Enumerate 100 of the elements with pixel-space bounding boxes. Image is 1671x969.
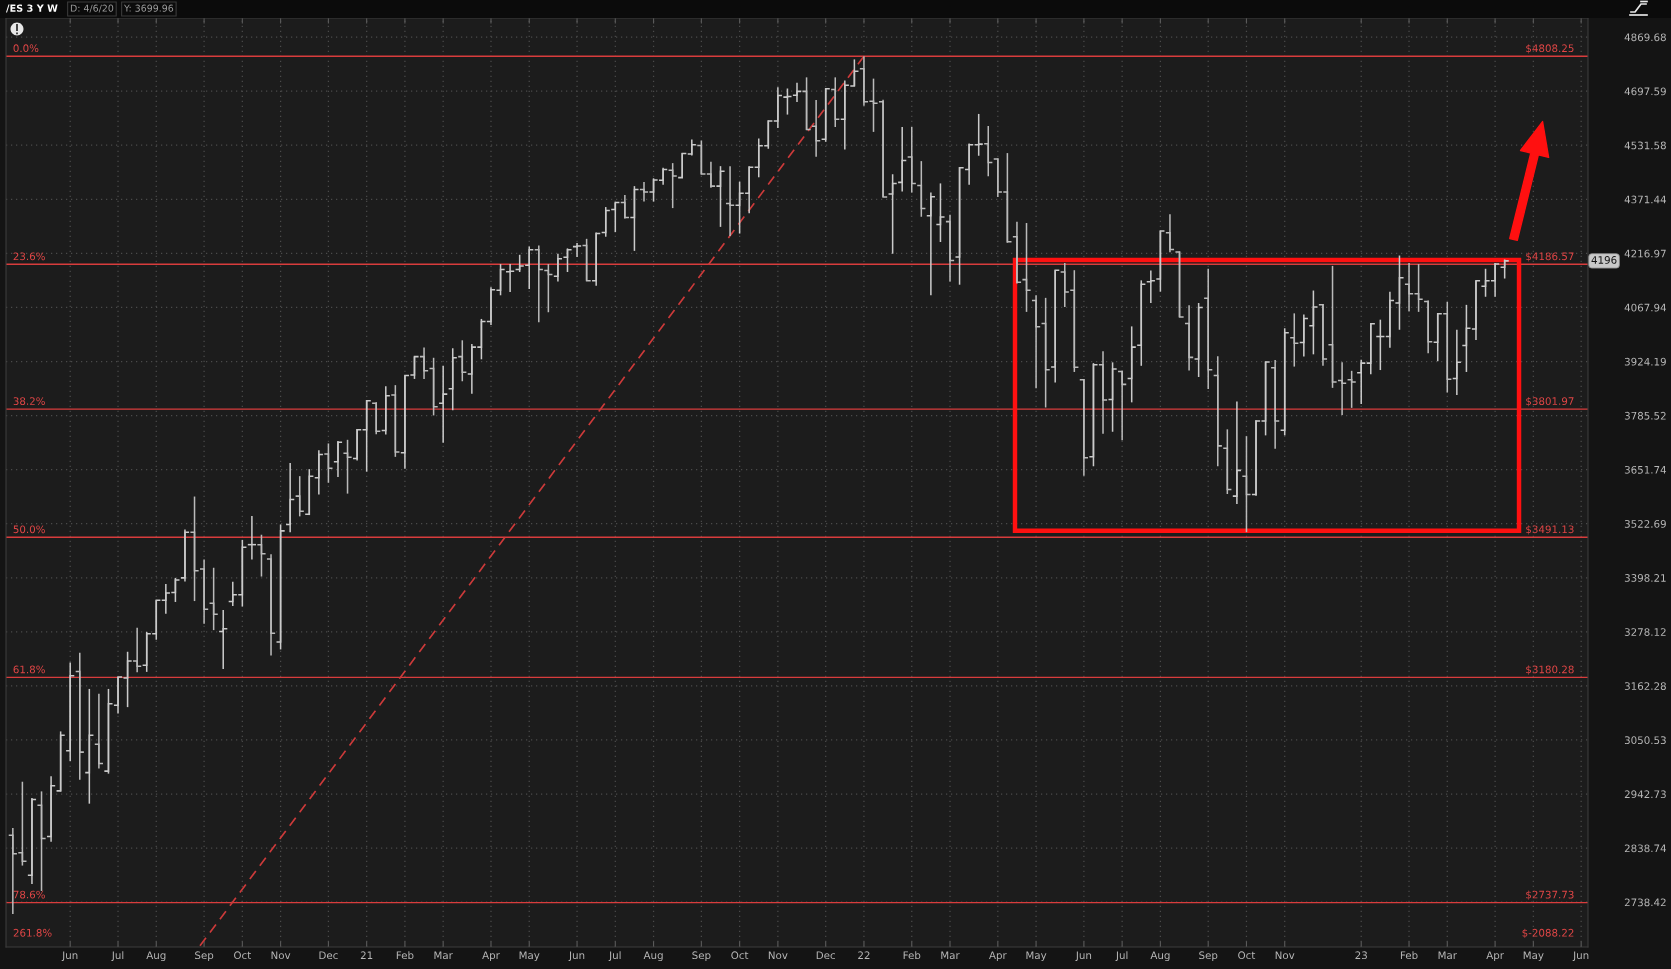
candlestick <box>1040 297 1051 409</box>
candlestick <box>1241 435 1252 533</box>
candlestick <box>533 244 544 324</box>
candlestick <box>294 475 305 518</box>
y-tick-label: 3398.21 <box>1624 574 1666 582</box>
x-tick-label: Jun <box>1075 951 1092 962</box>
x-tick-label: Feb <box>903 951 921 960</box>
x-tick-label: 21 <box>360 951 373 959</box>
candlestick <box>706 161 716 189</box>
y-tick-label: 3162.28 <box>1624 682 1666 690</box>
candlestick <box>600 206 611 238</box>
candlestick <box>132 627 143 674</box>
y-tick-label: 2838.74 <box>1624 844 1667 853</box>
candlestick <box>1155 229 1166 293</box>
candlestick <box>419 346 429 380</box>
candlestick <box>983 125 994 178</box>
candlestick <box>887 173 898 255</box>
annotation: 261.8% <box>13 928 52 937</box>
x-tick-label: Jun <box>61 951 78 962</box>
y-tick-label: 3522.69 <box>1624 520 1666 528</box>
candlestick <box>1117 370 1128 441</box>
y-tick-label: 3924.19 <box>1624 357 1666 366</box>
x-tick-label: Nov <box>768 951 788 960</box>
x-tick-label: Jul <box>608 951 621 962</box>
y-tick-label: 4371.44 <box>1624 195 1667 204</box>
candlestick <box>447 347 458 412</box>
annotation: 61.8% <box>13 665 45 674</box>
y-tick-label: 3785.52 <box>1624 411 1666 420</box>
x-tick-label: Nov <box>1275 951 1295 960</box>
candlestick <box>1212 355 1223 468</box>
candlestick <box>916 160 927 218</box>
x-tick-label: Feb <box>1400 951 1418 960</box>
annotation: $-2088.22 <box>1522 928 1574 939</box>
candlestick <box>275 523 286 651</box>
x-tick-label: Jun <box>568 951 585 962</box>
text: D: 4/6/20 <box>70 4 114 13</box>
candlestick <box>906 126 917 194</box>
candlestick <box>457 339 468 383</box>
candlestick <box>820 87 831 143</box>
candlestick <box>620 194 630 220</box>
candlestick <box>639 181 649 203</box>
candlestick <box>74 651 85 781</box>
candlestick <box>667 162 678 209</box>
candlestick <box>1079 378 1089 477</box>
text: Y: 3699.96 <box>123 4 174 12</box>
text: 4196 <box>1591 256 1617 264</box>
candlestick <box>1184 304 1194 372</box>
candlestick <box>333 440 343 478</box>
x-tick-label: 22 <box>858 951 870 959</box>
ref-line-label: $4808.25 <box>1526 44 1574 54</box>
candlestick <box>285 462 296 533</box>
candlestick <box>180 528 190 583</box>
x-tick-label: Aug <box>1150 951 1170 962</box>
candlestick <box>323 442 334 484</box>
candlestick <box>304 468 315 516</box>
candlestick <box>1279 327 1290 437</box>
candlestick <box>1193 302 1204 378</box>
y-tick-label: 3278.12 <box>1624 628 1666 636</box>
candlestick <box>1346 370 1357 409</box>
candlestick <box>1298 313 1309 358</box>
candlestick <box>945 213 955 283</box>
candlestick <box>1337 361 1347 416</box>
x-tick-label: Apr <box>1486 951 1504 962</box>
x-tick-label: Feb <box>396 951 414 960</box>
x-tick-label: Aug <box>146 951 166 962</box>
annotation: 38.2% <box>13 397 45 405</box>
candlestick <box>266 553 276 657</box>
candlestick <box>782 87 793 116</box>
candlestick <box>715 165 726 228</box>
candlestick <box>629 185 640 252</box>
candlestick <box>1136 279 1147 367</box>
candlestick <box>677 152 688 179</box>
x-tick-label: Nov <box>271 951 291 960</box>
annotation: 78.6% <box>13 890 45 899</box>
x-tick-label: Oct <box>1238 951 1256 960</box>
x-tick-label: Sep <box>1199 951 1218 962</box>
candlestick <box>926 191 936 297</box>
candlestick <box>1088 362 1099 468</box>
candlestick <box>199 558 209 625</box>
x-tick-label: Oct <box>234 951 251 960</box>
candlestick <box>438 365 449 444</box>
candlestick <box>954 166 965 286</box>
candlestick <box>973 113 984 157</box>
candlestick <box>390 384 401 458</box>
x-tick-label: Jul <box>1115 951 1128 962</box>
candlestick <box>94 692 104 770</box>
x-tick-label: Mar <box>1438 951 1457 960</box>
candlestick <box>591 231 602 287</box>
candlestick <box>65 661 76 762</box>
candlestick <box>830 76 841 128</box>
candlestick <box>696 139 707 176</box>
x-tick-label: Jul <box>111 951 124 962</box>
y-tick-label: 2738.42 <box>1624 898 1666 907</box>
candlestick <box>1021 222 1032 313</box>
candlestick <box>1232 400 1242 505</box>
x-tick-label: Apr <box>482 951 500 962</box>
candlestick <box>792 81 802 103</box>
candlestick <box>811 99 821 158</box>
candlestick <box>1442 301 1453 394</box>
x-tick-label: May <box>1026 951 1047 962</box>
